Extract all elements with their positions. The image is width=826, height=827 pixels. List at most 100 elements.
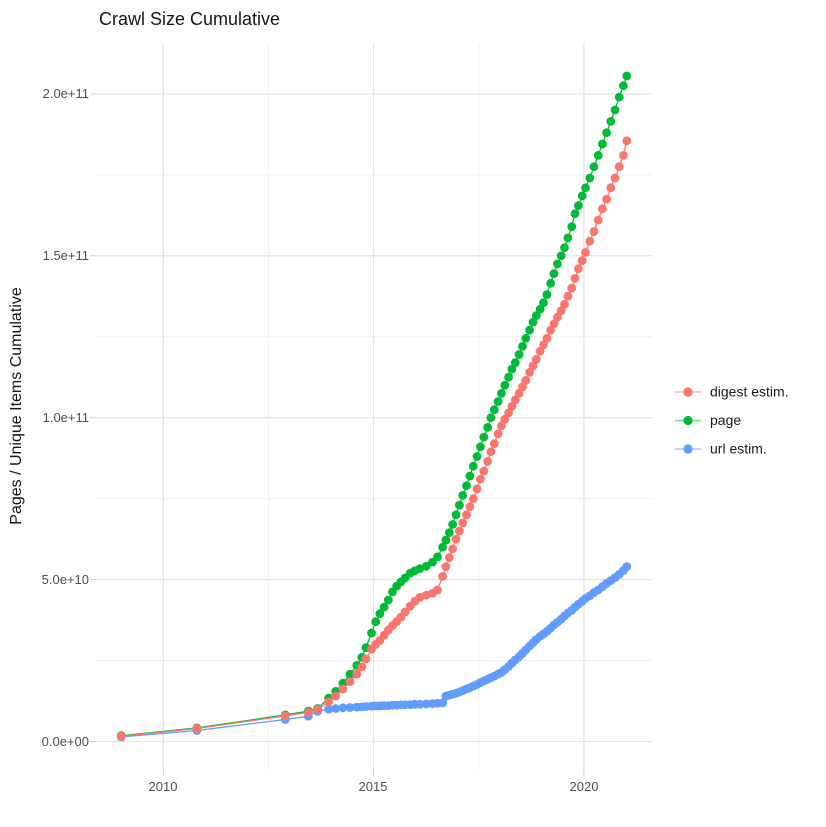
axis-ticks xyxy=(90,93,585,776)
series-point-page xyxy=(451,510,461,520)
legend-item-url-estim: url estim. xyxy=(675,441,767,457)
series-point-page xyxy=(489,405,499,414)
series-point-page xyxy=(610,105,620,115)
series-point-page xyxy=(518,342,527,351)
series-point-page xyxy=(479,432,489,442)
series-point-url-estim- xyxy=(415,699,425,709)
series-point-url-estim- xyxy=(622,562,632,571)
series-point-page xyxy=(444,528,454,537)
series-point-page xyxy=(465,471,475,481)
series-point-digest-estim- xyxy=(313,705,322,714)
series-point-digest-estim- xyxy=(324,697,333,707)
series-point-digest-estim- xyxy=(462,510,471,520)
series-point-page xyxy=(589,162,599,172)
y-axis-title: Pages / Unique Items Cumulative xyxy=(8,287,25,525)
series-point-digest-estim- xyxy=(598,204,607,214)
series-point-digest-estim- xyxy=(444,553,454,562)
series-point-digest-estim- xyxy=(433,585,442,595)
series-point-page xyxy=(598,139,607,149)
series-point-digest-estim- xyxy=(556,306,566,316)
series-point-digest-estim- xyxy=(535,346,545,356)
series-point-url-estim- xyxy=(438,698,447,708)
series-point-page xyxy=(570,209,580,219)
series-point-page xyxy=(531,311,541,321)
series-point-page xyxy=(622,71,632,81)
series-point-page xyxy=(455,500,464,510)
series-point-digest-estim- xyxy=(451,534,461,544)
series-point-url-estim- xyxy=(338,703,348,713)
series-point-page xyxy=(462,481,471,491)
series-point-page xyxy=(574,201,583,211)
y-tick-label-2e11: 2.0e+11 xyxy=(43,86,89,101)
legend-item-digest-estim: digest estim. xyxy=(675,384,789,400)
series-point-page xyxy=(486,413,496,423)
series-point-url-estim- xyxy=(345,703,355,712)
y-tick-label-1e11: 1.0e+11 xyxy=(43,410,89,425)
series-point-page xyxy=(458,491,468,500)
series-point-page xyxy=(560,243,569,253)
series-point-digest-estim- xyxy=(448,544,457,554)
series-point-url-estim- xyxy=(331,704,341,713)
series-point-page xyxy=(553,259,562,269)
series-point-digest-estim- xyxy=(493,429,503,439)
series-point-page xyxy=(549,269,559,278)
series-point-digest-estim- xyxy=(510,395,520,405)
series-point-digest-estim- xyxy=(438,571,447,581)
series-point-page xyxy=(585,173,595,183)
series-point-digest-estim- xyxy=(472,484,482,494)
series-point-digest-estim- xyxy=(500,414,510,424)
y-tick-label-0e00: 0.0e+00 xyxy=(42,734,89,749)
legend-label-url: url estim. xyxy=(710,441,767,457)
series-point-page xyxy=(535,304,545,314)
series-point-digest-estim- xyxy=(455,526,464,536)
series-point-digest-estim- xyxy=(400,607,410,617)
series-point-digest-estim- xyxy=(521,376,531,385)
series-point-digest-estim- xyxy=(560,299,569,309)
series-point-digest-estim- xyxy=(304,708,313,717)
x-tick-label-2015: 2015 xyxy=(359,779,388,794)
series-point-digest-estim- xyxy=(581,248,590,257)
series-point-digest-estim- xyxy=(116,731,126,741)
x-tick-label-2010: 2010 xyxy=(149,779,178,794)
series-point-page xyxy=(448,520,457,529)
series-point-digest-estim- xyxy=(192,724,202,733)
y-tick-label-15e11: 1.5e+11 xyxy=(43,248,89,263)
series-point-digest-estim- xyxy=(280,711,290,721)
series-point-page xyxy=(500,380,510,390)
series-point-page xyxy=(468,461,478,471)
series-point-digest-estim- xyxy=(441,562,451,571)
series-point-page xyxy=(433,552,442,562)
legend-item-page: page xyxy=(675,412,741,428)
series-point-digest-estim- xyxy=(589,227,599,236)
series-point-digest-estim- xyxy=(528,361,538,371)
series-point-page xyxy=(367,628,376,638)
series-point-page xyxy=(476,442,485,452)
series-point-page xyxy=(539,298,548,308)
series-point-digest-estim- xyxy=(497,421,506,431)
series-point-digest-estim- xyxy=(468,494,478,503)
series-point-digest-estim- xyxy=(602,194,611,204)
series-point-digest-estim- xyxy=(614,162,624,172)
series-point-digest-estim- xyxy=(531,355,541,364)
series-point-digest-estim- xyxy=(539,340,548,350)
series-point-page xyxy=(375,609,385,618)
series-point-digest-estim- xyxy=(542,333,552,343)
legend-label-page: page xyxy=(710,412,741,428)
series-point-digest-estim- xyxy=(585,236,595,246)
series-point-page xyxy=(581,183,590,193)
series-point-digest-estim- xyxy=(352,669,362,679)
series-point-page xyxy=(345,669,355,679)
series-point-page xyxy=(510,358,520,367)
series-point-page xyxy=(577,191,587,201)
series-point-page xyxy=(438,542,447,552)
series-point-page xyxy=(441,535,451,545)
series-point-digest-estim- xyxy=(619,151,628,160)
chart-title: Crawl Size Cumulative xyxy=(99,9,280,29)
series-point-digest-estim- xyxy=(458,518,468,528)
series-point-digest-estim- xyxy=(483,457,492,466)
series-point-digest-estim- xyxy=(622,136,632,146)
series-point-page xyxy=(556,251,566,261)
series-point-digest-estim- xyxy=(574,264,583,274)
series-point-digest-estim- xyxy=(606,183,616,193)
